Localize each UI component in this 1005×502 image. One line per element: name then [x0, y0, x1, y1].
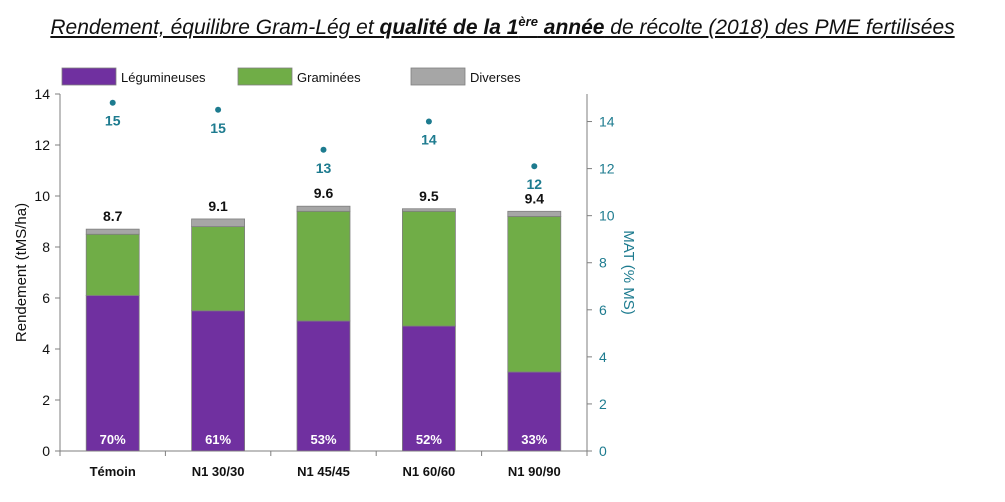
bar-segment: [296, 205, 351, 212]
bar-segment: [191, 218, 246, 227]
legend-label: Graminées: [297, 70, 361, 85]
legume-share-label: 53%: [310, 432, 336, 447]
x-tick-label: N1 45/45: [297, 464, 350, 479]
y-tick-label: 14: [34, 86, 50, 102]
legend-swatch: [61, 67, 117, 86]
mat-point: [109, 99, 116, 106]
legume-share-label: 70%: [100, 432, 126, 447]
bar-segment: [507, 210, 562, 217]
y-tick-label: 2: [42, 392, 50, 408]
y-tick-label: 8: [42, 239, 50, 255]
legume-share-label: 52%: [416, 432, 442, 447]
y2-tick-label: 4: [599, 349, 607, 365]
bar-segment: [85, 295, 140, 452]
y2-tick-label: 8: [599, 255, 607, 271]
bar-segment: [401, 208, 456, 212]
y-tick-label: 0: [42, 443, 50, 459]
x-tick-label: N1 30/30: [192, 464, 245, 479]
mat-label: 12: [527, 176, 543, 192]
y2-tick-label: 6: [599, 302, 607, 318]
legend-swatch: [237, 67, 293, 86]
y2-tick-label: 10: [599, 208, 615, 224]
chart-title: Rendement, équilibre Gram-Lég et qualité…: [50, 14, 955, 39]
y-axis-title: Rendement (tMS/ha): [13, 203, 30, 342]
x-tick-label: N1 90/90: [508, 464, 561, 479]
bar-segment: [191, 226, 246, 312]
mat-label: 15: [105, 113, 121, 129]
y-tick-label: 10: [34, 188, 50, 204]
bar-segment: [507, 215, 562, 373]
total-label: 9.1: [208, 198, 228, 214]
y-tick-label: 6: [42, 290, 50, 306]
y-tick-label: 4: [42, 341, 50, 357]
legend-label: Légumineuses: [121, 70, 206, 85]
mat-label: 14: [421, 132, 437, 148]
bar-segment: [296, 210, 351, 322]
bar-segment: [401, 325, 456, 452]
x-tick-label: Témoin: [90, 464, 136, 479]
total-label: 9.4: [525, 190, 545, 206]
bar-segment: [85, 228, 140, 235]
mat-label: 13: [316, 160, 332, 176]
mat-point: [425, 118, 432, 125]
y2-tick-label: 12: [599, 161, 615, 177]
mat-point: [320, 146, 327, 153]
bar-segment: [85, 233, 140, 296]
mat-point: [531, 163, 538, 170]
x-tick-label: N1 60/60: [403, 464, 456, 479]
y2-tick-label: 14: [599, 114, 615, 130]
y2-tick-label: 2: [599, 396, 607, 412]
y2-axis-title: MAT (% MS): [620, 230, 637, 314]
y2-tick-label: 0: [599, 443, 607, 459]
mat-point: [215, 106, 222, 113]
bar-segment: [296, 320, 351, 452]
total-label: 8.7: [103, 208, 123, 224]
y-tick-label: 12: [34, 137, 50, 153]
total-label: 9.6: [314, 185, 334, 201]
bar-segment: [401, 210, 456, 327]
legume-share-label: 33%: [521, 432, 547, 447]
total-label: 9.5: [419, 188, 439, 204]
bar-segment: [191, 310, 246, 452]
legend-label: Diverses: [470, 70, 521, 85]
mat-label: 15: [210, 120, 226, 136]
legume-share-label: 61%: [205, 432, 231, 447]
legend-swatch: [410, 67, 466, 86]
